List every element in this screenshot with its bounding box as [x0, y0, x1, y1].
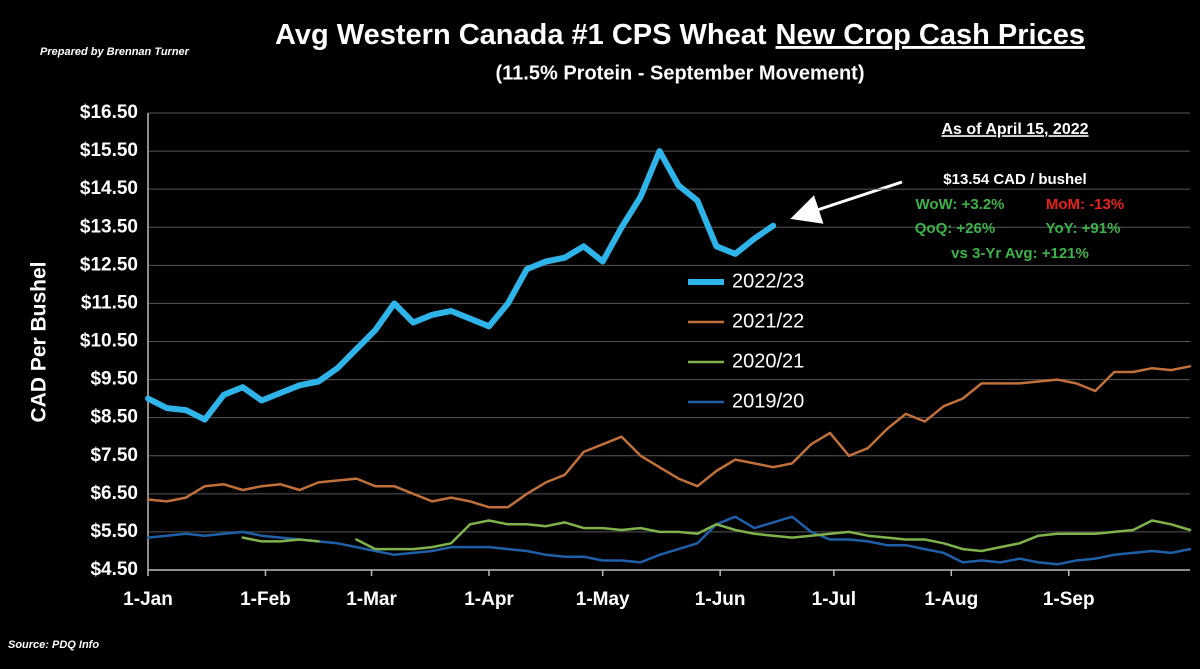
annotation: vs 3-Yr Avg: +121% [951, 245, 1089, 262]
y-tick-label: $8.50 [90, 407, 138, 428]
series-line [146, 515, 1192, 566]
x-tick-label: 1-Jan [123, 589, 173, 610]
x-tick-label: 1-Jul [812, 589, 856, 610]
x-tick-label: 1-Feb [240, 589, 291, 610]
y-tick-label: $5.50 [90, 521, 138, 542]
chart-subtitle: (11.5% Protein - September Movement) [496, 62, 865, 84]
x-tick-label: 1-May [576, 589, 630, 610]
annotation: YoY: +91% [1046, 220, 1121, 237]
legend-label: 2021/22 [732, 310, 804, 332]
y-tick-label: $14.50 [80, 178, 138, 199]
annotation: As of April 15, 2022 [941, 121, 1088, 138]
annotation: $13.54 CAD / bushel [943, 171, 1086, 188]
y-axis-label: CAD Per Bushel [28, 261, 51, 422]
x-tick-label: 1-Aug [924, 589, 978, 610]
title-underlined: New Crop Cash Prices [776, 19, 1085, 51]
series-line [146, 365, 1192, 509]
source: Source: PDQ Info [8, 639, 99, 651]
credit: Prepared by Brennan Turner [40, 46, 190, 58]
x-tick-label: 1-Apr [464, 589, 514, 610]
x-tick-label: 1-Sep [1043, 589, 1095, 610]
y-tick-label: $7.50 [90, 445, 138, 466]
annotation: MoM: -13% [1046, 196, 1124, 213]
y-tick-label: $9.50 [90, 369, 138, 390]
series-line [241, 519, 1192, 553]
y-tick-label: $10.50 [80, 331, 138, 352]
x-tick-label: 1-Mar [346, 589, 397, 610]
legend-label: 2022/23 [732, 270, 804, 292]
legend-label: 2019/20 [732, 390, 804, 412]
y-tick-label: $4.50 [90, 559, 138, 580]
chart-title: Avg Western Canada #1 CPS Wheat New Crop … [275, 19, 1085, 51]
legend-label: 2020/21 [732, 350, 804, 372]
y-tick-label: $13.50 [80, 216, 138, 237]
y-tick-label: $6.50 [90, 483, 138, 504]
series-line [145, 148, 777, 423]
y-tick-label: $11.50 [81, 292, 138, 313]
annotation-arrow [790, 180, 903, 224]
y-tick-label: $15.50 [80, 140, 138, 161]
y-tick-label: $12.50 [80, 254, 138, 275]
annotation: WoW: +3.2% [915, 196, 1004, 213]
y-tick-label: $16.50 [80, 102, 138, 123]
title-main: Avg Western Canada #1 CPS Wheat [275, 19, 767, 51]
x-tick-label: 1-Jun [695, 589, 746, 610]
annotation: QoQ: +26% [915, 220, 995, 237]
